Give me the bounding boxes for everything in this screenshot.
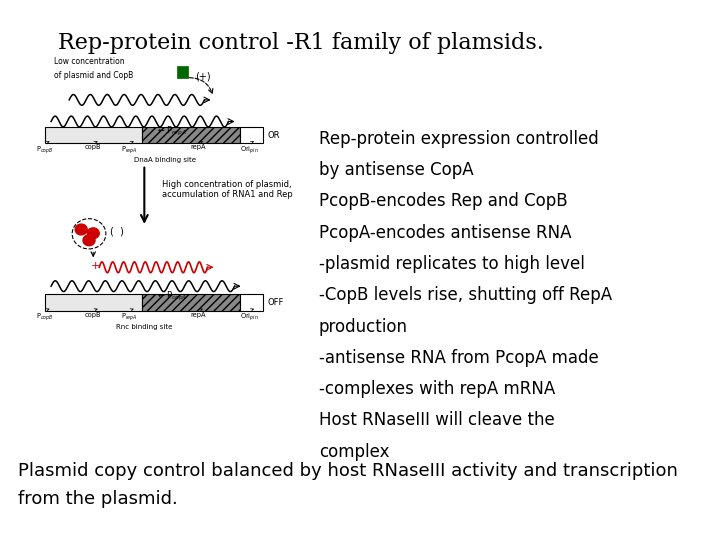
Text: from the plasmid.: from the plasmid. <box>18 490 178 508</box>
Text: Rep-protein control -R1 family of plamsids.: Rep-protein control -R1 family of plamsi… <box>58 32 544 55</box>
FancyBboxPatch shape <box>143 127 240 143</box>
Text: $\leftarrow$P$_{copA}$: $\leftarrow$P$_{copA}$ <box>156 289 187 302</box>
Text: OR: OR <box>267 131 280 139</box>
Text: complex: complex <box>319 443 390 461</box>
Text: Rep-protein expression controlled: Rep-protein expression controlled <box>319 130 598 147</box>
Text: -plasmid replicates to high level: -plasmid replicates to high level <box>319 255 585 273</box>
Text: High concentration of plasmid,: High concentration of plasmid, <box>163 180 292 190</box>
FancyBboxPatch shape <box>45 127 143 143</box>
Text: PcopB-encodes Rep and CopB: PcopB-encodes Rep and CopB <box>319 192 567 210</box>
FancyArrowPatch shape <box>189 78 213 93</box>
Text: P$_{copB}$: P$_{copB}$ <box>37 312 54 323</box>
Text: $\leftarrow$P$_{repA}$: $\leftarrow$P$_{repA}$ <box>156 125 186 138</box>
Text: Ori$_{pin}$: Ori$_{pin}$ <box>240 144 259 156</box>
Text: copB: copB <box>85 312 102 318</box>
Text: Plasmid copy control balanced by host RNaseIII activity and transcription: Plasmid copy control balanced by host RN… <box>18 462 678 480</box>
Circle shape <box>83 235 95 246</box>
Text: Rnc binding site: Rnc binding site <box>116 324 173 330</box>
Text: Ori$_{pin}$: Ori$_{pin}$ <box>240 312 259 323</box>
Text: by antisense CopA: by antisense CopA <box>319 161 473 179</box>
Text: -complexes with repA mRNA: -complexes with repA mRNA <box>319 380 555 398</box>
FancyBboxPatch shape <box>240 127 263 143</box>
Text: repA: repA <box>191 144 206 150</box>
FancyBboxPatch shape <box>143 294 240 310</box>
Text: production: production <box>319 318 408 335</box>
FancyBboxPatch shape <box>45 294 143 310</box>
Text: P$_{repA}$: P$_{repA}$ <box>121 312 138 323</box>
Circle shape <box>87 228 99 239</box>
Circle shape <box>75 224 87 235</box>
Text: OFF: OFF <box>267 298 284 307</box>
Text: P$_{repA}$: P$_{repA}$ <box>121 144 138 156</box>
FancyBboxPatch shape <box>240 294 263 310</box>
Text: copB: copB <box>85 144 102 150</box>
Text: of plasmid and CopB: of plasmid and CopB <box>54 71 133 80</box>
Text: (+): (+) <box>195 71 211 82</box>
Text: DnaA binding site: DnaA binding site <box>135 157 197 163</box>
Text: accumulation of RNA1 and Rep: accumulation of RNA1 and Rep <box>163 190 293 199</box>
Text: (  ): ( ) <box>110 226 124 236</box>
Text: repA: repA <box>191 312 206 318</box>
Text: -antisense RNA from PcopA made: -antisense RNA from PcopA made <box>319 349 598 367</box>
FancyBboxPatch shape <box>177 66 188 78</box>
Text: Low concentration: Low concentration <box>54 57 125 66</box>
Text: PcopA-encodes antisense RNA: PcopA-encodes antisense RNA <box>319 224 571 241</box>
Text: -CopB levels rise, shutting off RepA: -CopB levels rise, shutting off RepA <box>319 286 612 304</box>
Text: Host RNaseIII will cleave the: Host RNaseIII will cleave the <box>319 411 554 429</box>
Text: +: + <box>90 261 99 271</box>
Text: P$_{copB}$: P$_{copB}$ <box>37 144 54 156</box>
